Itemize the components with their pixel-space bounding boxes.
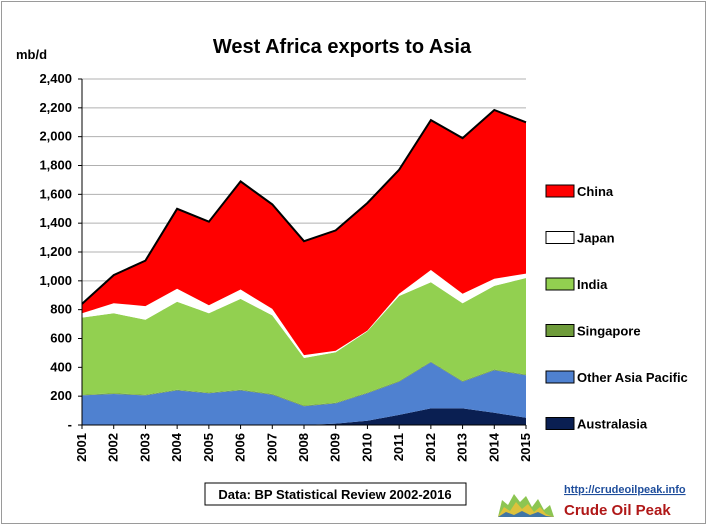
x-tick-label: 2002 xyxy=(106,433,121,462)
legend-label-other-asia-pacific: Other Asia Pacific xyxy=(577,370,688,385)
x-tick-label: 2001 xyxy=(74,433,89,462)
brand-logo: http://crudeoilpeak.info Crude Oil Peak xyxy=(498,484,686,519)
x-tick-label: 2005 xyxy=(201,433,216,462)
y-tick-label: 400 xyxy=(50,359,72,374)
y-tick-label: 800 xyxy=(50,302,72,317)
y-tick-label: 200 xyxy=(50,388,72,403)
source-note-box xyxy=(204,482,467,506)
legend-swatch-other-asia-pacific xyxy=(545,370,575,384)
x-tick-label: 2012 xyxy=(423,433,438,462)
legend-label-india: India xyxy=(577,277,608,292)
x-tick-label: 2010 xyxy=(359,433,374,462)
x-tick-label: 2006 xyxy=(233,433,248,462)
y-tick-labels: - 200 400 600 800 1,000 1,200 1,400 1,600 1,800 2,… xyxy=(39,71,72,432)
y-tick-label: 1,400 xyxy=(39,215,72,230)
y-tick-label: 2,000 xyxy=(39,129,72,144)
source-note-text: Data: BP Statistical Review 2002-2016 xyxy=(218,487,451,502)
y-tick-label: 1,800 xyxy=(39,158,72,173)
x-tick-label: 2008 xyxy=(296,433,311,462)
y-tick-label: 2,200 xyxy=(39,100,72,115)
brand-name: Crude Oil Peak xyxy=(564,502,671,519)
source-note: Data: BP Statistical Review 2002-2016 xyxy=(204,482,467,506)
legend-swatch-singapore xyxy=(545,324,575,337)
brand-url[interactable]: http://crudeoilpeak.info xyxy=(564,484,686,496)
y-axis-unit-label: mb/d xyxy=(16,47,47,62)
x-tick-label: 2004 xyxy=(169,432,184,462)
y-tick-label: 2,400 xyxy=(39,71,72,86)
area-australasia xyxy=(82,408,526,425)
y-tick-label: 600 xyxy=(50,331,72,346)
x-tick-labels: 2001 2002 2003 2004 2005 2006 2007 2008 2009 2010… xyxy=(74,432,533,462)
x-tick-label: 2003 xyxy=(137,433,152,462)
y-tick-label: 1,000 xyxy=(39,273,72,288)
legend-swatch-australasia xyxy=(545,417,575,430)
legend-swatch-japan xyxy=(545,231,575,244)
area-china xyxy=(82,110,526,356)
stacked-areas xyxy=(81,108,527,425)
area-other-asia-pacific xyxy=(82,362,526,425)
x-tick-label: 2015 xyxy=(518,433,533,462)
x-tick-label: 2011 xyxy=(391,433,406,461)
legend-label-japan: Japan xyxy=(577,231,615,246)
legend: China Japan India Singapore Other Asia Pacif… xyxy=(545,184,688,432)
legend-swatch-china xyxy=(545,184,575,198)
brand-url-link[interactable]: http://crudeoilpeak.info xyxy=(564,484,686,496)
x-tick-label: 2014 xyxy=(486,432,501,462)
y-tick-label: - xyxy=(68,417,72,432)
total-outline xyxy=(81,108,527,305)
brand-logo-graphic xyxy=(498,494,554,517)
x-tick-label: 2013 xyxy=(455,433,470,462)
legend-label-australasia: Australasia xyxy=(577,417,648,432)
x-tick-label: 2009 xyxy=(328,433,343,462)
chart-title: West Africa exports to Asia xyxy=(213,36,472,58)
legend-swatch-india xyxy=(545,277,575,291)
x-tick-label: 2007 xyxy=(264,433,279,462)
y-tick-label: 1,600 xyxy=(39,186,72,201)
axes xyxy=(78,78,527,429)
legend-label-singapore: Singapore xyxy=(577,324,641,339)
area-india xyxy=(82,278,526,406)
y-tick-label: 1,200 xyxy=(39,244,72,259)
legend-label-china: China xyxy=(577,184,614,199)
